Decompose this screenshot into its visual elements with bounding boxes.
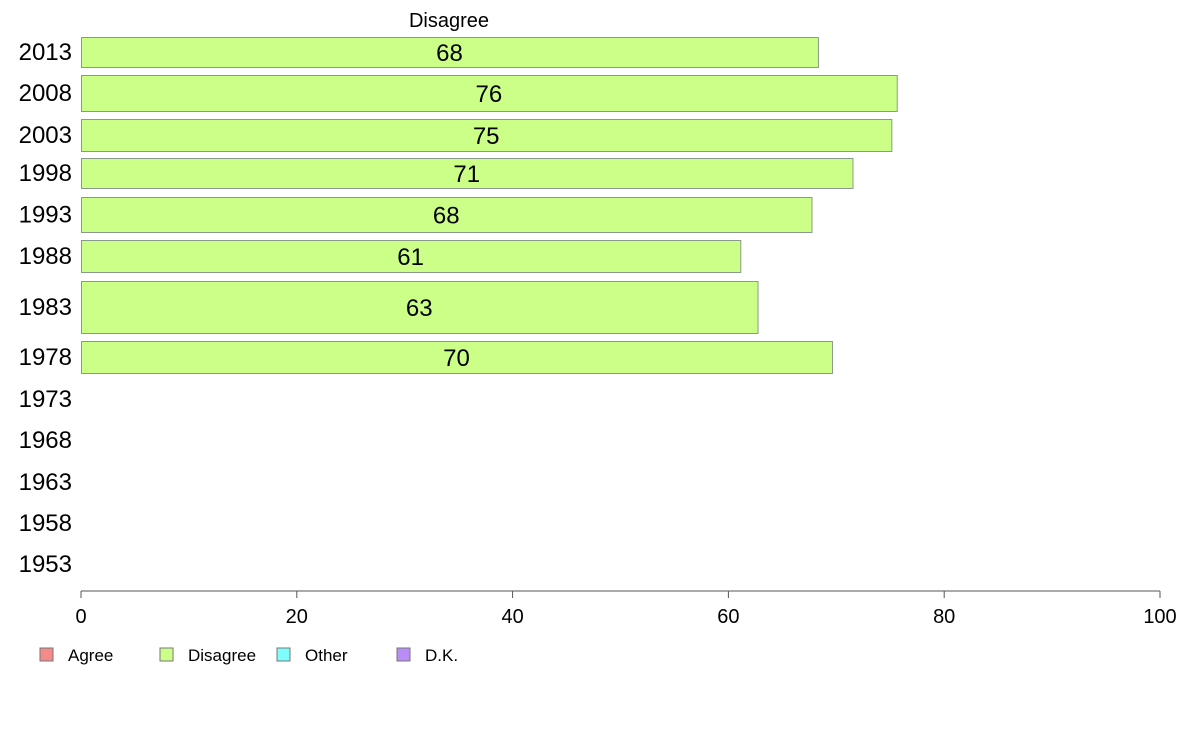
bar-value-label-1998: 71 <box>453 161 480 188</box>
x-tick-label-80: 80 <box>933 606 955 628</box>
category-label-1988: 1988 <box>19 243 72 270</box>
legend-swatch-disagree <box>159 647 174 662</box>
bar-value-label-1983: 63 <box>406 295 433 322</box>
bar-value-label-1993: 68 <box>433 203 460 230</box>
category-label-1963: 1963 <box>19 469 72 496</box>
category-label-1973: 1973 <box>19 386 72 413</box>
bar-1983 <box>81 281 759 334</box>
x-axis-ticks: 0 20 40 60 80 100 <box>75 591 1177 628</box>
bar-value-label-2008: 76 <box>476 81 503 108</box>
bar-1988 <box>81 240 742 273</box>
bar-2003 <box>81 119 893 152</box>
bars-group: 68 76 75 71 68 61 63 70 <box>81 37 898 374</box>
legend-swatch-other <box>276 647 291 662</box>
x-tick-label-0: 0 <box>75 606 86 628</box>
bar-1978 <box>81 341 833 374</box>
x-tick-label-60: 60 <box>717 606 739 628</box>
x-tick-label-20: 20 <box>286 606 308 628</box>
bar-2013 <box>81 37 819 68</box>
category-label-1953: 1953 <box>19 551 72 578</box>
bar-value-label-1978: 70 <box>443 345 470 372</box>
bar-1993 <box>81 197 813 233</box>
category-label-1998: 1998 <box>19 160 72 187</box>
category-label-1983: 1983 <box>19 294 72 321</box>
x-tick-label-40: 40 <box>501 606 523 628</box>
category-label-1993: 1993 <box>19 202 72 229</box>
legend-label-dk: D.K. <box>425 646 458 665</box>
category-label-1978: 1978 <box>19 344 72 371</box>
legend: Agree Disagree Other D.K. <box>39 646 458 665</box>
bar-1998 <box>81 158 854 189</box>
bar-2008 <box>81 75 898 112</box>
bar-value-label-2003: 75 <box>473 123 500 150</box>
bar-value-label-2013: 68 <box>436 40 463 67</box>
category-label-2003: 2003 <box>19 122 72 149</box>
legend-label-agree: Agree <box>68 646 113 665</box>
legend-label-disagree: Disagree <box>188 646 256 665</box>
series-title: Disagree <box>409 10 489 32</box>
category-label-2008: 2008 <box>19 80 72 107</box>
legend-swatch-agree <box>39 647 54 662</box>
bar-value-label-1988: 61 <box>397 244 424 271</box>
category-label-1958: 1958 <box>19 510 72 537</box>
legend-swatch-dk <box>396 647 411 662</box>
x-tick-label-100: 100 <box>1143 606 1176 628</box>
category-label-1968: 1968 <box>19 427 72 454</box>
category-labels: 2013 2008 2003 1998 1993 1988 1983 1978 1973 1968… <box>19 39 72 578</box>
category-label-2013: 2013 <box>19 39 72 66</box>
legend-label-other: Other <box>305 646 348 665</box>
